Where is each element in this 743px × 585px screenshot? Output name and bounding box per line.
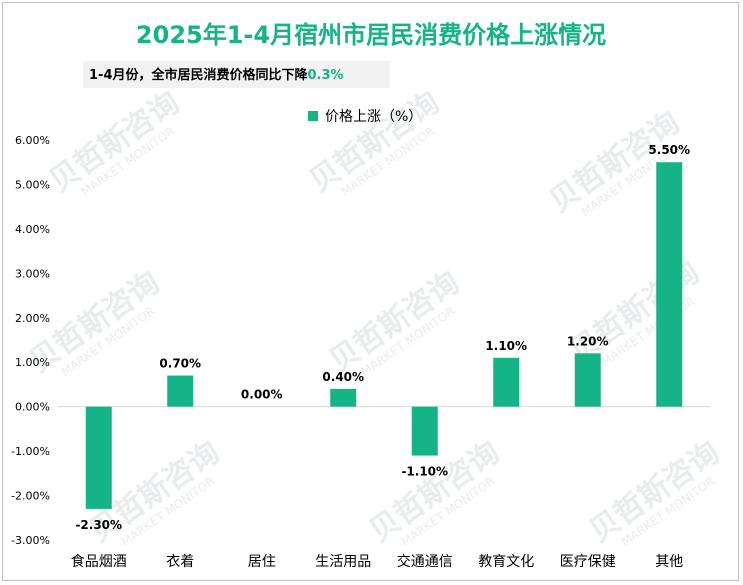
x-tick-label: 生活用品 xyxy=(315,554,371,570)
chart-title: 2025年1-4月宿州市居民消费价格上涨情况 xyxy=(136,21,606,49)
bar-value-label: 0.40% xyxy=(322,370,364,384)
y-tick-label: 1.00% xyxy=(15,356,50,369)
legend: 价格上涨（%） xyxy=(308,109,422,125)
bar xyxy=(411,406,438,456)
y-tick-label: 2.00% xyxy=(15,312,50,325)
bar-series xyxy=(85,162,683,509)
y-tick-label: 6.00% xyxy=(15,134,50,147)
bar-value-label: 1.20% xyxy=(567,334,609,348)
x-tick-label: 交通通信 xyxy=(397,553,453,570)
y-tick-label: -2.00% xyxy=(11,490,50,503)
y-axis: 6.00% 5.00% 4.00% 3.00% 2.00% 1.00% 0.00% -1.00… xyxy=(11,134,50,547)
y-tick-label: -1.00% xyxy=(11,445,50,458)
legend-label: 价格上涨（%） xyxy=(325,109,422,125)
bar-value-label: 0.70% xyxy=(159,357,201,371)
legend-swatch xyxy=(308,111,318,121)
y-tick-label: 5.00% xyxy=(15,178,50,191)
y-tick-label: 4.00% xyxy=(15,223,50,236)
bar xyxy=(574,353,601,407)
subtitle-highlight: 0.3% xyxy=(308,68,344,83)
bar xyxy=(167,375,194,407)
y-tick-label: 0.00% xyxy=(15,401,50,414)
y-tick-label: 3.00% xyxy=(15,267,50,280)
bar xyxy=(85,406,112,509)
bar-value-label: 0.00% xyxy=(241,388,283,402)
x-tick-label: 食品烟酒 xyxy=(71,553,127,570)
bar xyxy=(493,357,520,407)
x-tick-label: 居住 xyxy=(248,554,276,570)
bar xyxy=(656,162,683,407)
x-axis: 食品烟酒 衣着 居住 生活用品 交通通信 教育文化 医疗保健 其他 xyxy=(71,553,684,570)
subtitle-text: 1-4月份，全市居民消费价格同比下降 xyxy=(89,67,308,83)
bar xyxy=(330,388,357,407)
x-tick-label: 教育文化 xyxy=(478,554,534,570)
bar-value-label: 1.10% xyxy=(485,339,527,353)
subtitle-box xyxy=(83,61,390,88)
bar-value-label: -1.10% xyxy=(401,465,448,479)
chart-subtitle: 1-4月份，全市居民消费价格同比下降0.3% xyxy=(89,67,344,83)
bar-value-label: -2.30% xyxy=(75,518,122,532)
value-labels: -2.30% 0.70% 0.00% 0.40% -1.10% 1.10% 1.20% 5.5… xyxy=(75,143,690,532)
bar-value-label: 5.50% xyxy=(648,143,690,157)
x-tick-label: 医疗保健 xyxy=(560,554,616,570)
x-tick-label: 衣着 xyxy=(166,554,194,570)
x-tick-label: 其他 xyxy=(655,554,683,570)
y-tick-label: -3.00% xyxy=(11,534,50,547)
